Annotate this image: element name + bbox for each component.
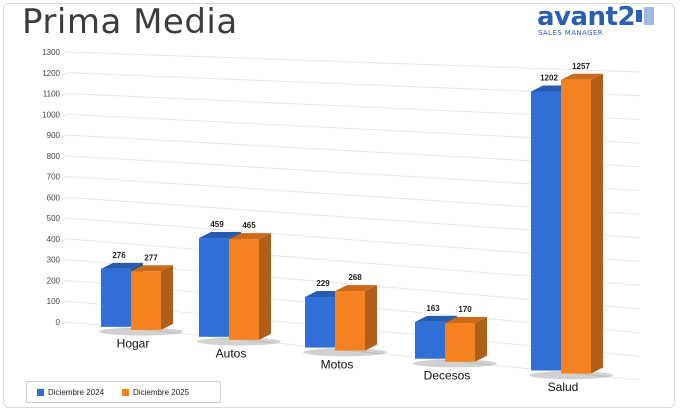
x-category-label: Motos bbox=[321, 357, 354, 371]
bar bbox=[101, 268, 131, 327]
logo-wordmark: avant2 bbox=[537, 2, 636, 32]
bar bbox=[415, 321, 445, 359]
x-axis-categories: Hogar Autos Motos Decesos Salud bbox=[117, 337, 579, 395]
gridline-stub bbox=[61, 321, 69, 325]
y-tick-label: 1100 bbox=[43, 90, 61, 99]
data-labels: 276 277 459 465 229 268 163 170 1202 1257 bbox=[112, 62, 590, 314]
gridline-stub bbox=[61, 300, 69, 304]
gridline-stub bbox=[61, 51, 69, 55]
bar bbox=[199, 238, 229, 337]
y-tick-label: 1300 bbox=[42, 48, 60, 57]
y-tick-label: 400 bbox=[47, 235, 61, 244]
bar-top bbox=[335, 285, 377, 292]
legend-item-2024: Diciembre 2024 bbox=[37, 388, 104, 397]
x-category-label: Autos bbox=[216, 347, 247, 361]
legend-label-2024: Diciembre 2024 bbox=[48, 387, 105, 397]
legend-swatch-2024 bbox=[37, 388, 44, 396]
bar-shadow bbox=[303, 348, 387, 357]
bar-shadow bbox=[197, 337, 281, 346]
bar-side bbox=[259, 233, 271, 340]
bar bbox=[531, 91, 561, 371]
bar-side bbox=[365, 285, 377, 351]
data-label: 229 bbox=[316, 279, 330, 288]
gridline-stub bbox=[61, 196, 69, 200]
y-tick-label: 300 bbox=[47, 256, 61, 265]
bar-top bbox=[415, 315, 457, 322]
y-tick-label: 0 bbox=[56, 318, 61, 327]
page-title: Prima Media bbox=[22, 2, 238, 42]
legend-label-2025: Diciembre 2025 bbox=[133, 387, 190, 397]
bar-shadow bbox=[99, 327, 183, 336]
logo-subtitle: SALES MANAGER bbox=[538, 29, 603, 37]
legend-swatch-2025 bbox=[122, 388, 130, 396]
brand-logo: avant2 SALES MANAGER bbox=[537, 2, 662, 41]
logo-mark-icon bbox=[636, 7, 654, 25]
bars bbox=[99, 73, 613, 380]
gridline-stub bbox=[61, 217, 69, 221]
bar-top bbox=[229, 233, 271, 240]
y-tick-label: 200 bbox=[47, 276, 61, 285]
gridline bbox=[67, 51, 641, 73]
data-label: 163 bbox=[426, 304, 440, 313]
gridline-stub bbox=[61, 279, 69, 283]
y-axis-ticks: 0 100 200 300 400 500 600 700 800 900 1000 1100 1200… bbox=[42, 48, 60, 327]
bar bbox=[335, 291, 365, 351]
data-label: 465 bbox=[242, 221, 256, 230]
data-label: 1202 bbox=[540, 73, 558, 82]
bar-side bbox=[591, 73, 603, 374]
gridline-stub bbox=[61, 155, 69, 159]
x-category-label: Hogar bbox=[117, 337, 150, 351]
data-label: 459 bbox=[210, 220, 224, 229]
gridline-stub bbox=[61, 259, 69, 263]
gridline-stub bbox=[61, 238, 69, 242]
x-category-label: Salud bbox=[548, 380, 579, 394]
bar bbox=[305, 297, 335, 348]
y-tick-label: 1000 bbox=[42, 110, 60, 119]
y-tick-label: 500 bbox=[47, 214, 61, 223]
data-label: 277 bbox=[144, 253, 158, 262]
bar-top bbox=[445, 317, 487, 324]
x-category-label: Decesos bbox=[424, 368, 471, 382]
data-label: 1257 bbox=[572, 62, 590, 71]
gridline-stub bbox=[61, 134, 69, 138]
bar bbox=[131, 271, 161, 330]
bar-top bbox=[101, 262, 143, 269]
data-label: 276 bbox=[112, 251, 126, 260]
legend-item-2025: Diciembre 2025 bbox=[122, 388, 189, 397]
bar-top bbox=[561, 73, 603, 80]
bar bbox=[561, 79, 591, 374]
y-tick-label: 1200 bbox=[42, 69, 60, 78]
gridline-stub bbox=[61, 113, 69, 117]
bar-shadow bbox=[529, 371, 613, 380]
gridline-stub bbox=[61, 176, 69, 180]
bar bbox=[445, 323, 475, 362]
bar-side bbox=[475, 317, 487, 362]
bar bbox=[229, 239, 259, 340]
gridline-stub bbox=[61, 93, 69, 97]
chart-frame bbox=[3, 3, 675, 408]
y-tick-label: 600 bbox=[47, 193, 61, 202]
gridline-stub bbox=[61, 72, 69, 76]
y-tick-label: 900 bbox=[47, 131, 61, 140]
bar-side bbox=[161, 265, 173, 330]
data-label: 170 bbox=[458, 305, 472, 314]
y-tick-label: 800 bbox=[47, 152, 61, 161]
y-tick-label: 100 bbox=[47, 297, 61, 306]
data-label: 268 bbox=[348, 273, 362, 282]
y-tick-label: 700 bbox=[47, 173, 61, 182]
legend: Diciembre 2024 Diciembre 2025 bbox=[26, 381, 221, 403]
bar-shadow bbox=[413, 359, 497, 368]
bar-top bbox=[131, 265, 173, 272]
bar-top bbox=[199, 232, 241, 239]
